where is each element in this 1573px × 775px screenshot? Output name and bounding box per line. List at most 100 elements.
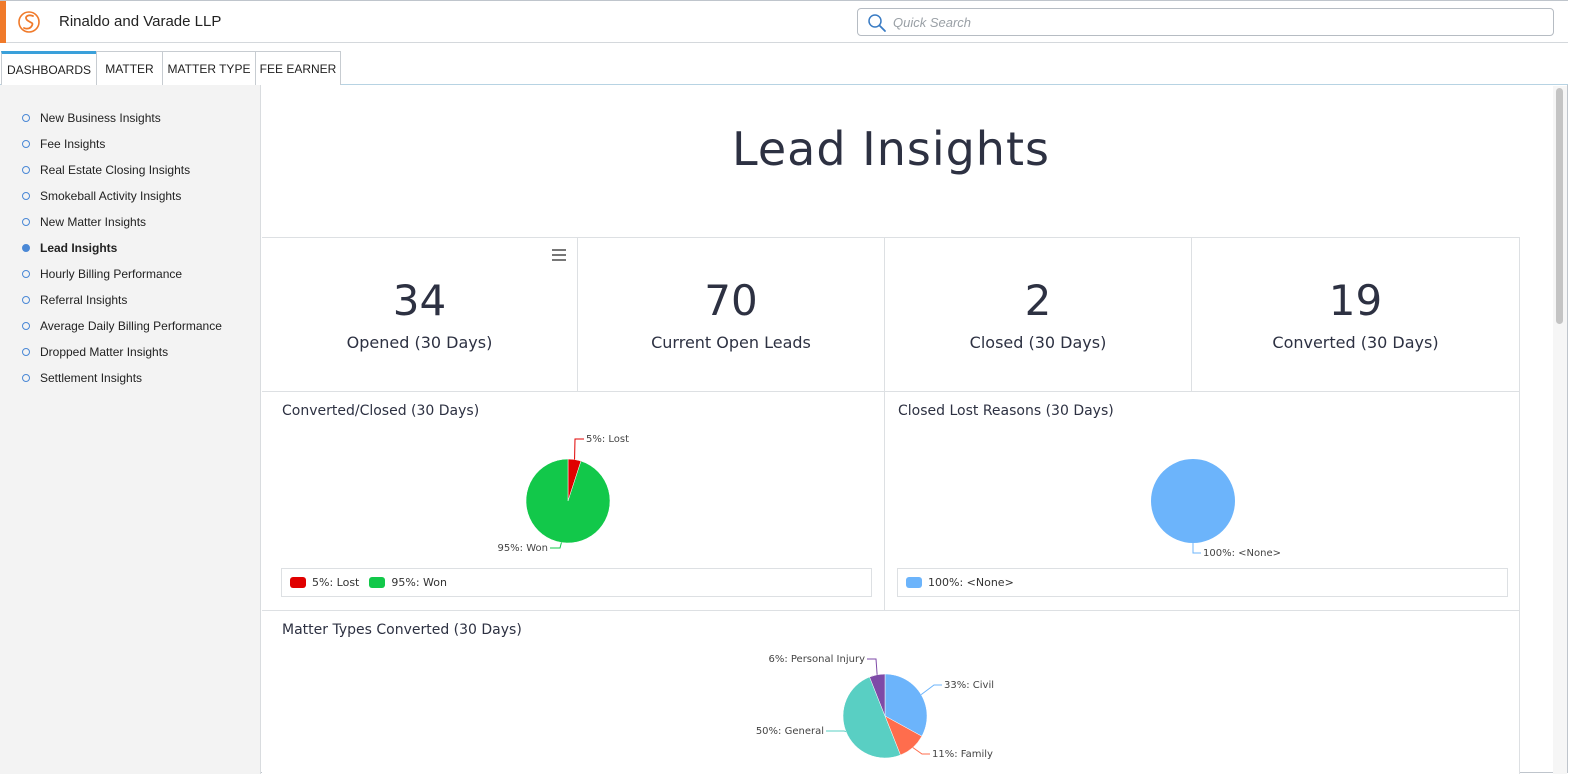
sidebar-item-real-estate-closing-insights[interactable]: Real Estate Closing Insights (22, 161, 190, 179)
pie-label-connector (920, 684, 942, 696)
sidebar-item-label: Settlement Insights (40, 371, 143, 385)
radio-dot-filled-icon (22, 244, 30, 252)
legend-label: 100%: <None> (928, 576, 1014, 589)
radio-dot-icon (22, 270, 30, 278)
hamburger-menu-icon[interactable] (551, 248, 567, 262)
pie-slice[interactable] (525, 458, 611, 544)
pie-slice-label: 33%: Civil (944, 680, 994, 691)
search-input[interactable] (893, 12, 1533, 32)
pie-label-connector (550, 542, 562, 549)
legend-swatch (290, 577, 306, 588)
kpi-closed: 2 Closed (30 Days) (885, 238, 1192, 392)
dashboard-content: Lead Insights 34 Opened (30 Days) 70 Cur… (262, 86, 1520, 774)
sidebar-item-label: Dropped Matter Insights (40, 345, 169, 359)
pie-label-connector (912, 747, 930, 755)
sidebar-item-label: Smokeball Activity Insights (40, 189, 182, 203)
quick-search[interactable] (857, 8, 1554, 36)
kpi-value: 19 (1328, 276, 1383, 325)
sidebar-item-label: Fee Insights (40, 137, 106, 151)
kpi-label: Converted (30 Days) (1272, 333, 1439, 352)
legend-swatch (906, 577, 922, 588)
kpi-converted: 19 Converted (30 Days) (1192, 238, 1520, 392)
kpi-value: 34 (392, 276, 447, 325)
search-icon (868, 14, 886, 32)
tab-fee-earner[interactable]: FEE EARNER (255, 51, 341, 85)
sidebar-item-settlement-insights[interactable]: Settlement Insights (22, 369, 142, 387)
pie-slice-label: 5%: Lost (586, 434, 629, 445)
sidebar-item-label: Real Estate Closing Insights (40, 163, 191, 177)
sidebar-item-fee-insights[interactable]: Fee Insights (22, 135, 105, 153)
sidebar-item-dropped-matter-insights[interactable]: Dropped Matter Insights (22, 343, 168, 361)
legend-item[interactable]: 100%: <None> (906, 576, 1014, 589)
vertical-scrollbar[interactable] (1553, 86, 1567, 774)
firm-name: Rinaldo and Varade LLP (59, 13, 222, 30)
pie-slice[interactable] (1151, 459, 1235, 543)
pie-slice-label: 6%: Personal Injury (768, 654, 865, 665)
tab-bar: DASHBOARDS MATTER MATTER TYPE FEE EARNER (0, 43, 1568, 86)
radio-dot-icon (22, 374, 30, 382)
legend-swatch (369, 577, 386, 588)
closed-lost-reasons-chart-panel: Closed Lost Reasons (30 Days) 100%: <Non… (885, 392, 1520, 611)
radio-dot-icon (22, 348, 30, 356)
chart-title: Matter Types Converted (30 Days) (282, 622, 522, 638)
sidebar-item-label: Average Daily Billing Performance (40, 319, 222, 333)
tab-matter-type[interactable]: MATTER TYPE (162, 51, 256, 85)
kpi-label: Current Open Leads (651, 333, 811, 352)
radio-dot-icon (22, 192, 30, 200)
chart-legend: 5%: Lost 95%: Won (281, 568, 872, 597)
sidebar-item-new-matter-insights[interactable]: New Matter Insights (22, 213, 146, 231)
pie-slice[interactable] (869, 673, 886, 717)
pie-slice[interactable] (884, 673, 928, 737)
kpi-opened: 34 Opened (30 Days) (262, 238, 578, 392)
chart-title: Converted/Closed (30 Days) (282, 403, 480, 419)
legend-item[interactable]: 95%: Won (369, 576, 447, 589)
sidebar-item-smokeball-activity-insights[interactable]: Smokeball Activity Insights (22, 187, 181, 205)
pie-slice[interactable] (842, 676, 901, 759)
sidebar-item-label: New Matter Insights (40, 215, 147, 229)
pie-slice-label: 50%: General (756, 726, 824, 737)
radio-dot-icon (22, 166, 30, 174)
radio-dot-icon (22, 114, 30, 122)
sidebar-item-average-daily-billing-performance[interactable]: Average Daily Billing Performance (22, 317, 222, 335)
title-panel: Lead Insights (262, 86, 1520, 238)
legend-label: 5%: Lost (312, 576, 360, 589)
kpi-value: 2 (1024, 276, 1052, 325)
kpi-value: 70 (704, 276, 758, 325)
accent-strip (0, 1, 6, 43)
sidebar-item-label: Hourly Billing Performance (40, 267, 183, 281)
pie-label-connector (1192, 543, 1201, 554)
smokeball-logo-icon[interactable] (16, 9, 42, 35)
kpi-current-open-leads: 70 Current Open Leads (578, 238, 885, 392)
sidebar-item-label: Lead Insights (40, 241, 118, 255)
matter-types-converted-pie-chart: 33%: Civil 11%: Family 50%: General 6%: Per… (756, 654, 994, 760)
tab-dashboards[interactable]: DASHBOARDS (1, 51, 97, 86)
legend-label: 95%: Won (391, 576, 447, 589)
converted-closed-chart-panel: Converted/Closed (30 Days) 5%: Lost 95%: … (262, 392, 885, 611)
chart-legend: 100%: <None> (897, 568, 1508, 597)
sidebar-item-lead-insights[interactable]: Lead Insights (22, 239, 117, 257)
scrollbar-thumb[interactable] (1556, 88, 1563, 324)
sidebar-item-hourly-billing-performance[interactable]: Hourly Billing Performance (22, 265, 182, 283)
kpi-label: Opened (30 Days) (346, 333, 493, 352)
matter-types-converted-chart-panel: Matter Types Converted (30 Days) 33%: Ci… (262, 611, 1520, 774)
radio-dot-icon (22, 140, 30, 148)
radio-dot-icon (22, 296, 30, 304)
sidebar-item-label: Referral Insights (40, 293, 128, 307)
tab-matter[interactable]: MATTER (96, 51, 163, 85)
sidebar: New Business Insights Fee Insights Real … (0, 85, 261, 774)
radio-dot-icon (22, 218, 30, 226)
closed-lost-reasons-pie-chart: 100%: <None> (1151, 459, 1281, 559)
converted-closed-pie-chart: 5%: Lost 95%: Won (497, 434, 629, 554)
pie-label-connector (574, 438, 584, 460)
radio-dot-icon (22, 322, 30, 330)
legend-item[interactable]: 5%: Lost (290, 576, 359, 589)
sidebar-item-referral-insights[interactable]: Referral Insights (22, 291, 127, 309)
pie-slice-label: 95%: Won (497, 543, 548, 554)
pie-label-connector (867, 658, 878, 675)
pie-slice-label: 11%: Family (932, 749, 993, 760)
kpi-label: Closed (30 Days) (969, 333, 1107, 352)
top-bar: Rinaldo and Varade LLP (0, 1, 1568, 43)
chart-title: Closed Lost Reasons (30 Days) (898, 403, 1114, 419)
sidebar-item-new-business-insights[interactable]: New Business Insights (22, 109, 161, 127)
sidebar-item-label: New Business Insights (40, 111, 161, 125)
